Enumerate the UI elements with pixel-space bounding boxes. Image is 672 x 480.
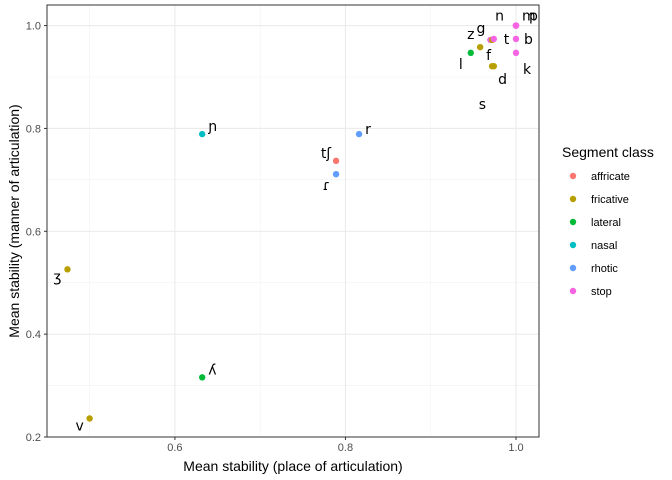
point-label: k	[523, 62, 532, 78]
data-point	[476, 43, 484, 51]
point-label: t	[504, 32, 510, 48]
y-axis-ticks: 0.2 0.4 0.6 0.8 1.0	[26, 21, 47, 444]
data-point	[512, 22, 520, 29]
point-label: b	[524, 32, 533, 48]
y-tick-label: 0.6	[26, 226, 41, 238]
point-label: d	[498, 72, 507, 88]
data-point	[512, 35, 520, 43]
legend-key	[569, 241, 577, 249]
data-point	[332, 157, 340, 165]
legend-key	[569, 264, 577, 272]
point-label: m	[522, 9, 536, 25]
panel-border	[46, 4, 540, 438]
legend-key	[569, 218, 577, 226]
point-label: ʒ	[53, 269, 61, 285]
legend-key	[569, 195, 577, 203]
y-tick-label: 0.2	[26, 432, 41, 444]
legend-label: fricative	[591, 194, 629, 206]
point-label: p	[529, 9, 538, 25]
legend-label: lateral	[591, 217, 621, 229]
data-points	[64, 22, 520, 422]
point-label: r	[365, 122, 371, 138]
data-point	[198, 374, 206, 381]
legend-label: affricate	[591, 171, 630, 183]
point-label: n	[495, 9, 504, 25]
point-label: v	[75, 418, 83, 434]
point-label: g	[477, 21, 486, 37]
legend-label: stop	[591, 286, 612, 298]
legend-key	[569, 287, 577, 295]
data-point	[467, 49, 474, 57]
legend-label: rhotic	[591, 263, 618, 275]
point-label: tʃ	[321, 146, 331, 162]
y-tick-label: 0.4	[26, 329, 41, 341]
data-point	[488, 62, 496, 70]
legend: Segment class affricate fricative lateral n…	[562, 144, 654, 298]
x-tick-label: 0.6	[167, 442, 182, 454]
point-label: s	[479, 97, 486, 113]
point-label: ɲ	[207, 119, 217, 135]
x-axis-title: Mean stability (place of articulation)	[183, 458, 402, 474]
data-point	[512, 49, 520, 57]
data-point	[64, 266, 71, 273]
legend-title: Segment class	[562, 144, 654, 160]
point-label: l	[459, 57, 463, 73]
data-point	[198, 130, 206, 138]
grid-minor	[47, 5, 539, 437]
point-label: z	[467, 27, 474, 43]
legend-items: affricate fricative lateral nasal rhotic stop	[569, 171, 630, 298]
panel-background	[47, 5, 539, 437]
x-tick-label: 1.0	[508, 442, 523, 454]
y-tick-label: 0.8	[26, 123, 41, 135]
point-label: ʎ	[208, 362, 216, 378]
x-tick-label: 0.8	[338, 442, 353, 454]
y-tick-label: 1.0	[26, 21, 41, 33]
y-axis-title: Mean stability (manner of articulation)	[6, 104, 22, 337]
data-point	[490, 35, 498, 43]
x-axis-ticks: 0.6 0.8 1.0	[167, 437, 524, 454]
data-point	[332, 171, 340, 178]
point-label: ɾ	[323, 178, 330, 194]
point-label: f	[486, 48, 492, 64]
data-point	[355, 130, 363, 138]
legend-label: nasal	[591, 240, 617, 252]
legend-key	[569, 172, 577, 180]
data-point	[86, 415, 93, 422]
